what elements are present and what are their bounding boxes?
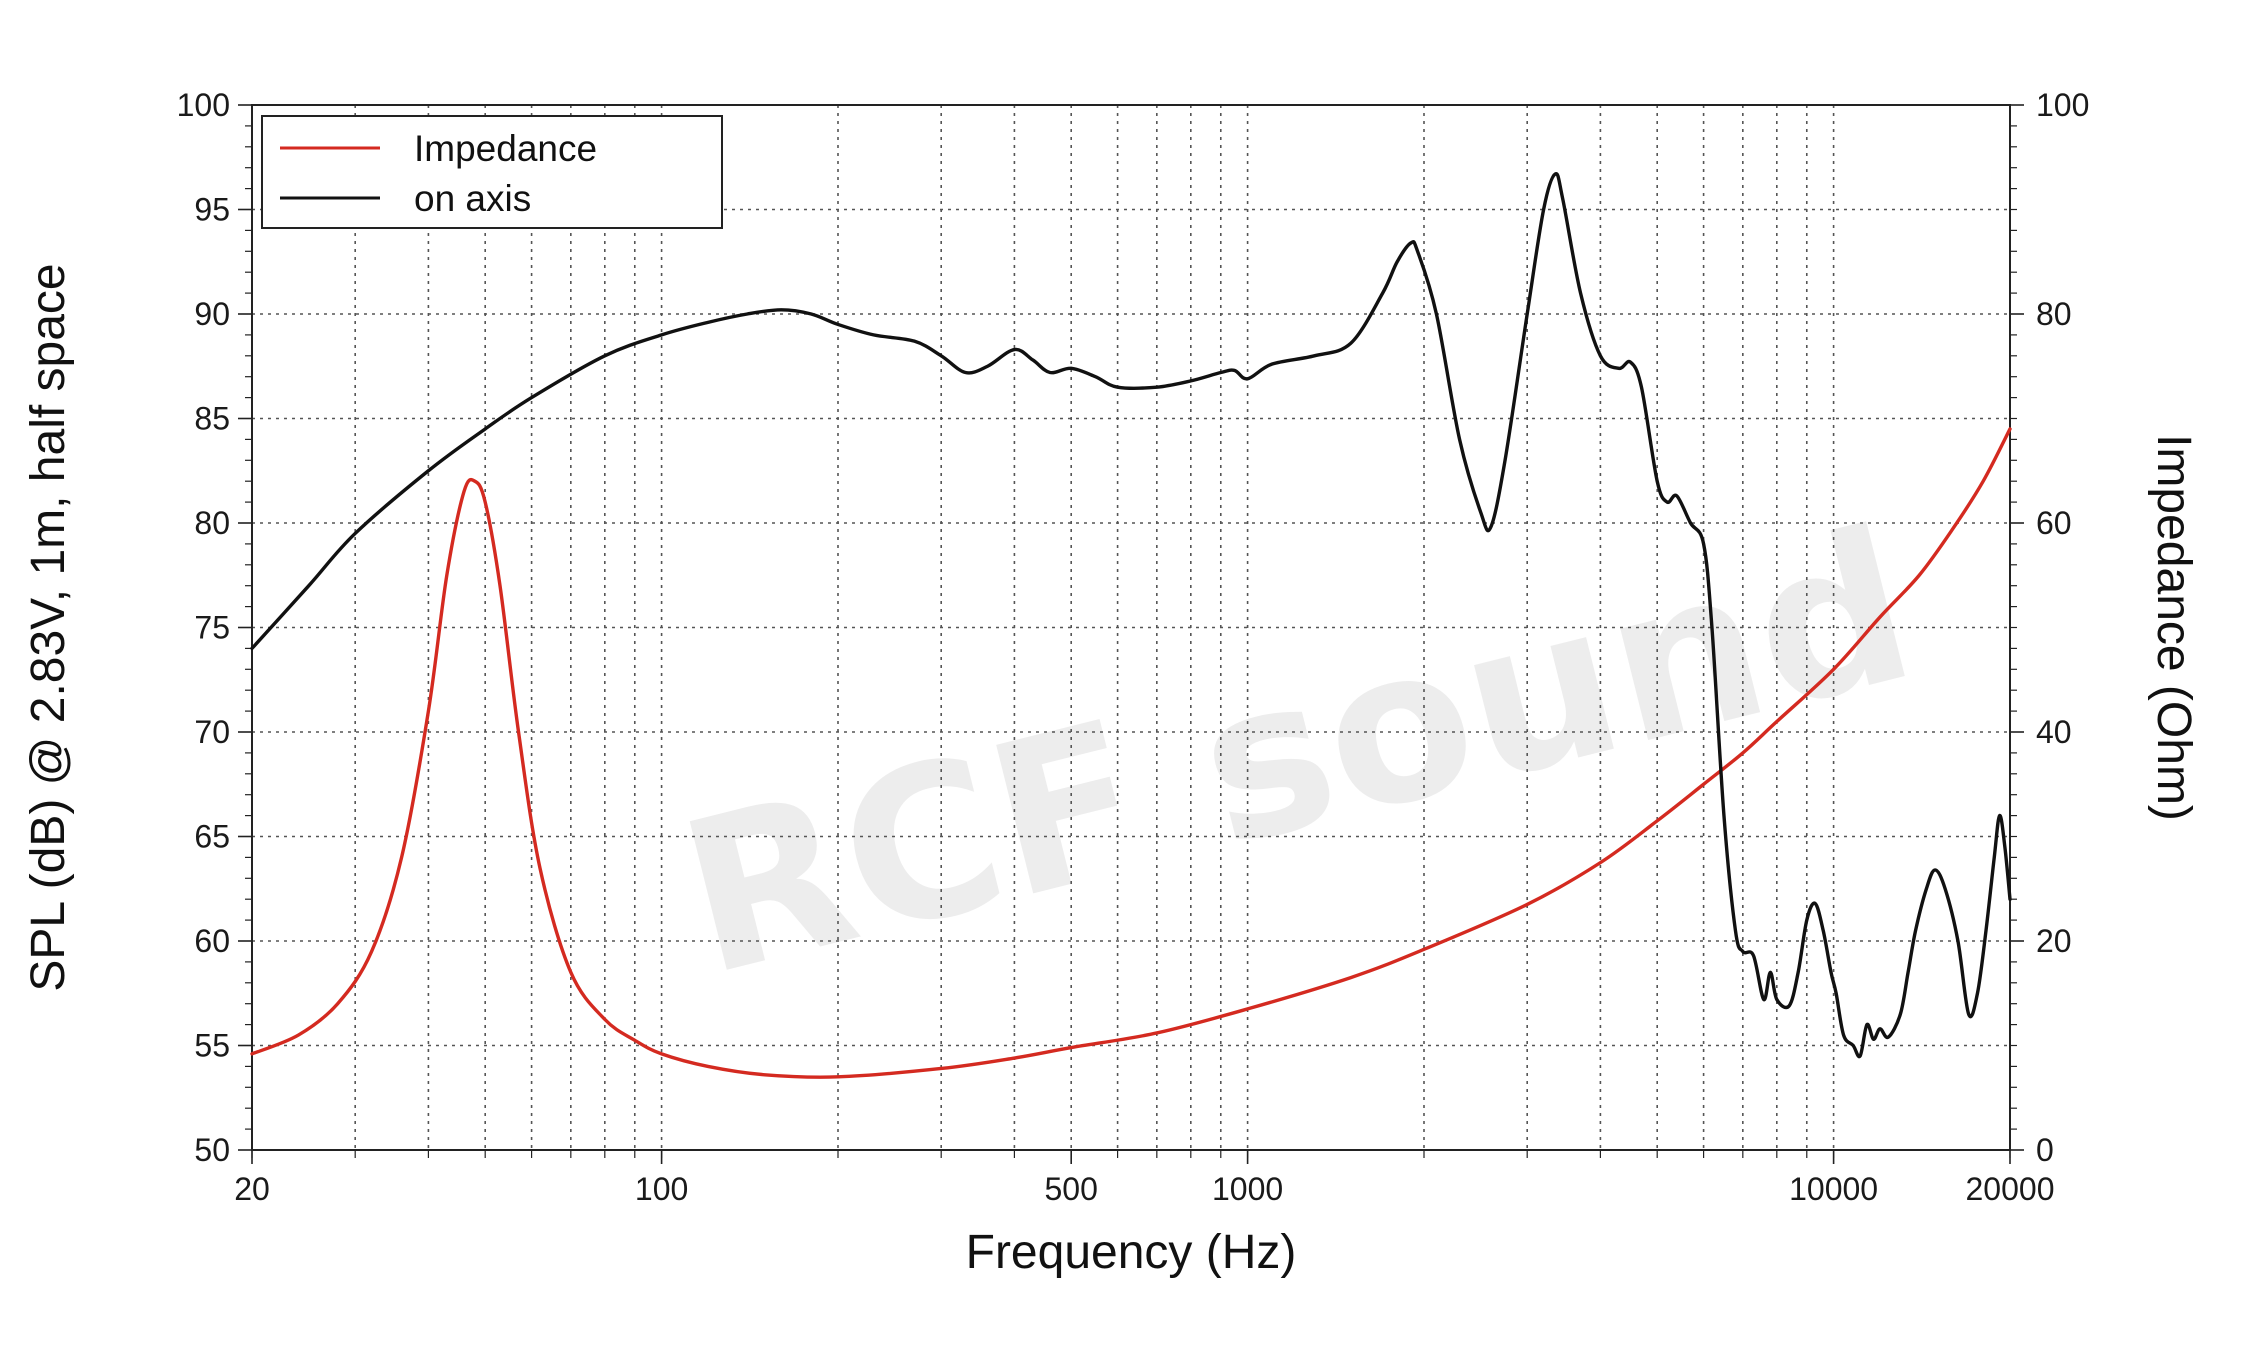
- y-tick-label: 90: [194, 296, 230, 332]
- y2-axis-title: Impedance (Ohm): [2147, 434, 2200, 821]
- x-tick-label: 1000: [1212, 1171, 1283, 1207]
- legend-label-impedance: Impedance: [414, 128, 597, 169]
- series-lines: [250, 172, 2012, 1079]
- legend: Impedance on axis: [261, 115, 723, 229]
- y2-tick-label: 0: [2036, 1132, 2054, 1168]
- x-tick-label: 100: [635, 1171, 688, 1207]
- legend-label-on-axis: on axis: [414, 178, 531, 219]
- y-tick-label: 50: [194, 1132, 230, 1168]
- series-line-impedance: [250, 427, 2012, 1079]
- y2-tick-label: 20: [2036, 923, 2072, 959]
- x-tick-label: 20: [234, 1171, 270, 1207]
- y2-tick-label: 100: [2036, 87, 2089, 123]
- y2-tick-label: 60: [2036, 505, 2072, 541]
- y-tick-label: 55: [194, 1028, 230, 1064]
- legend-box: [261, 115, 723, 229]
- x-tick-label: 20000: [1966, 1171, 2055, 1207]
- x-tick-label: 500: [1044, 1171, 1097, 1207]
- y-tick-label: 75: [194, 610, 230, 646]
- y-tick-label: 80: [194, 505, 230, 541]
- series-line-on-axis: [250, 172, 2012, 1059]
- y-tick-label: 60: [194, 923, 230, 959]
- y2-tick-label: 80: [2036, 296, 2072, 332]
- y-tick-label: 100: [177, 87, 230, 123]
- x-axis-title: Frequency (Hz): [966, 1226, 1297, 1279]
- y2-tick-label: 40: [2036, 714, 2072, 750]
- y-tick-label: 95: [194, 192, 230, 228]
- y-axis-title: SPL (dB) @ 2.83V, 1m, half space: [22, 263, 75, 991]
- y-tick-label: 70: [194, 714, 230, 750]
- y-tick-label: 65: [194, 819, 230, 855]
- y-tick-label: 85: [194, 401, 230, 437]
- x-tick-label: 10000: [1789, 1171, 1878, 1207]
